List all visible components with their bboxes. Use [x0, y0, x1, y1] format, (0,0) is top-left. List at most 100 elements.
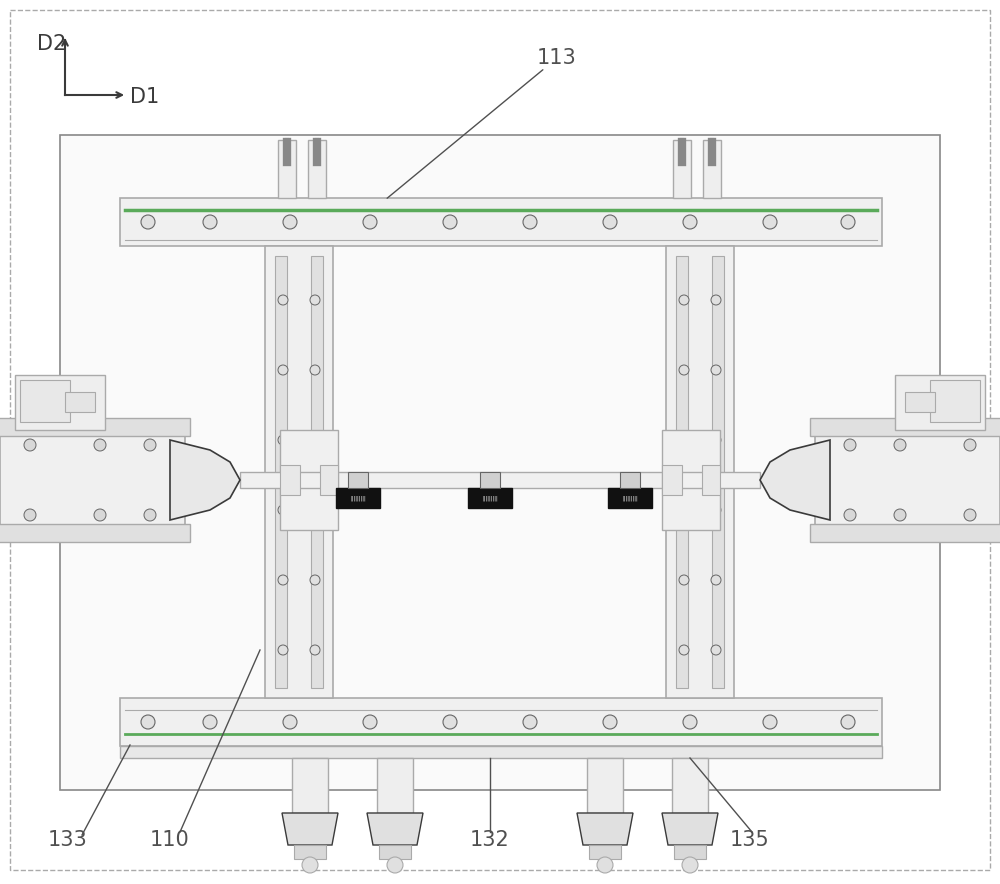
Circle shape — [141, 715, 155, 729]
Circle shape — [443, 715, 457, 729]
Bar — [673, 140, 691, 198]
Circle shape — [711, 505, 721, 515]
Circle shape — [278, 645, 288, 655]
Circle shape — [203, 215, 217, 229]
Bar — [280, 465, 300, 495]
Bar — [336, 488, 380, 508]
Circle shape — [363, 215, 377, 229]
Text: |||||||||: ||||||||| — [350, 495, 366, 500]
Bar — [377, 758, 413, 813]
Circle shape — [310, 295, 320, 305]
Bar — [0, 418, 190, 436]
Bar — [662, 430, 720, 530]
Bar — [275, 256, 287, 688]
Circle shape — [711, 365, 721, 375]
Circle shape — [841, 215, 855, 229]
Circle shape — [141, 215, 155, 229]
Bar — [589, 845, 621, 859]
Polygon shape — [282, 813, 338, 845]
Circle shape — [711, 435, 721, 445]
Bar — [292, 758, 328, 813]
Circle shape — [682, 857, 698, 873]
Polygon shape — [367, 813, 423, 845]
Circle shape — [310, 365, 320, 375]
Circle shape — [310, 575, 320, 585]
Bar — [308, 140, 326, 198]
Bar — [320, 465, 338, 495]
Bar — [15, 375, 105, 430]
Circle shape — [679, 645, 689, 655]
Circle shape — [523, 715, 537, 729]
Bar — [674, 845, 706, 859]
Circle shape — [278, 435, 288, 445]
Circle shape — [363, 715, 377, 729]
Circle shape — [683, 215, 697, 229]
Bar — [930, 380, 980, 422]
Text: 113: 113 — [537, 48, 577, 68]
Circle shape — [278, 295, 288, 305]
Bar — [333, 472, 665, 488]
Bar — [348, 472, 368, 488]
Bar — [810, 418, 1000, 436]
Circle shape — [94, 439, 106, 451]
Bar — [120, 698, 882, 746]
Bar — [905, 392, 935, 412]
Bar — [608, 488, 652, 508]
Circle shape — [310, 505, 320, 515]
Circle shape — [844, 439, 856, 451]
Bar — [665, 472, 760, 488]
Bar — [20, 380, 70, 422]
Circle shape — [597, 857, 613, 873]
Circle shape — [679, 505, 689, 515]
Circle shape — [841, 715, 855, 729]
Circle shape — [278, 505, 288, 515]
Circle shape — [94, 509, 106, 521]
Polygon shape — [577, 813, 633, 845]
Circle shape — [894, 509, 906, 521]
Polygon shape — [760, 440, 830, 520]
Circle shape — [763, 215, 777, 229]
Bar — [379, 845, 411, 859]
Circle shape — [683, 715, 697, 729]
Bar — [278, 140, 296, 198]
Bar — [702, 465, 720, 495]
Bar — [265, 246, 333, 698]
Bar — [672, 758, 708, 813]
Circle shape — [894, 439, 906, 451]
Circle shape — [679, 365, 689, 375]
Text: 133: 133 — [48, 830, 88, 850]
Bar — [311, 256, 323, 688]
Bar — [120, 746, 882, 758]
Bar — [0, 425, 185, 535]
Circle shape — [24, 509, 36, 521]
Circle shape — [144, 509, 156, 521]
Circle shape — [283, 215, 297, 229]
Circle shape — [523, 215, 537, 229]
Circle shape — [679, 575, 689, 585]
Text: 135: 135 — [730, 830, 770, 850]
Bar — [666, 246, 734, 698]
Text: 132: 132 — [470, 830, 510, 850]
Bar — [120, 198, 882, 246]
Bar — [703, 140, 721, 198]
Text: |||||||||: ||||||||| — [622, 495, 638, 500]
Circle shape — [603, 215, 617, 229]
Circle shape — [763, 715, 777, 729]
Bar — [65, 392, 95, 412]
Bar — [810, 524, 1000, 542]
Circle shape — [144, 439, 156, 451]
Bar — [662, 465, 682, 495]
Text: D1: D1 — [130, 87, 159, 107]
Text: D2: D2 — [37, 34, 66, 54]
Circle shape — [278, 365, 288, 375]
Bar — [280, 430, 338, 530]
Text: |||||||||: ||||||||| — [482, 495, 498, 500]
Circle shape — [679, 295, 689, 305]
Bar — [815, 425, 1000, 535]
Bar — [60, 135, 940, 790]
Circle shape — [283, 715, 297, 729]
Bar — [294, 845, 326, 859]
Circle shape — [443, 215, 457, 229]
Bar — [895, 375, 985, 430]
Circle shape — [964, 439, 976, 451]
